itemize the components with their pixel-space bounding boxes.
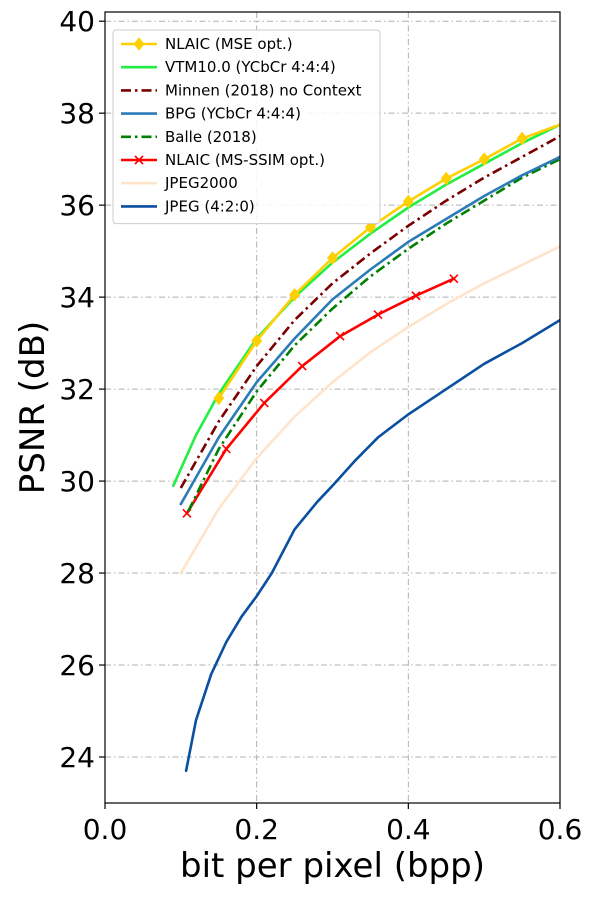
legend-label: Balle (2018) xyxy=(165,128,257,146)
legend-label: NLAIC (MS-SSIM opt.) xyxy=(165,151,325,169)
series-line xyxy=(187,158,560,512)
y-tick-label: 40 xyxy=(59,5,95,38)
series-minnen-2018-no-context xyxy=(179,135,560,489)
legend-label: Minnen (2018) no Context xyxy=(165,81,362,99)
y-tick-label: 24 xyxy=(59,741,95,774)
data-point-marker xyxy=(411,291,421,301)
legend-label: JPEG (4:2:0) xyxy=(164,197,255,215)
legend-item: BPG (YCbCr 4:4:4) xyxy=(121,105,301,123)
series-line xyxy=(217,123,560,400)
legend-item: Minnen (2018) no Context xyxy=(121,81,362,99)
legend-item: Balle (2018) xyxy=(121,128,257,146)
legend-item: NLAIC (MSE opt.) xyxy=(121,35,293,53)
data-point-marker xyxy=(289,288,301,302)
series-line xyxy=(179,135,560,489)
data-point-marker xyxy=(440,171,452,186)
y-tick-label: 28 xyxy=(59,557,95,590)
legend: NLAIC (MSE opt.) VTM10.0 (YCbCr 4:4:4) Min… xyxy=(112,29,381,225)
series-vtm10-0-ycbcr-4-4-4 xyxy=(172,123,560,488)
legend-item: NLAIC (MS-SSIM opt.) xyxy=(121,151,325,169)
legend-box xyxy=(112,29,381,225)
data-point-marker xyxy=(478,152,490,166)
data-point-marker xyxy=(133,37,145,51)
series-line xyxy=(172,123,560,488)
y-tick-label: 32 xyxy=(59,373,95,406)
x-axis-label: bit per pixel (bpp) xyxy=(180,846,485,886)
series-line xyxy=(179,245,560,575)
data-point-marker xyxy=(364,220,376,235)
legend-label: JPEG2000 xyxy=(164,174,238,192)
legend-label: BPG (YCbCr 4:4:4) xyxy=(165,105,301,123)
series-jpeg-4-2-0 xyxy=(184,318,560,773)
x-tick-label: 0.4 xyxy=(386,813,431,846)
series-line xyxy=(184,318,560,773)
x-tick-label: 0.2 xyxy=(234,813,279,846)
x-tick-label: 0.6 xyxy=(538,813,583,846)
data-point-marker xyxy=(221,444,231,454)
series-nlaic-mse-opt xyxy=(213,123,560,406)
data-point-marker xyxy=(327,251,338,265)
data-point-marker xyxy=(449,274,459,284)
data-point-marker xyxy=(259,398,269,408)
data-point-marker xyxy=(297,361,307,371)
data-point-marker xyxy=(335,331,345,341)
series-jpeg2000 xyxy=(179,245,560,575)
x-tick-label: 0.0 xyxy=(83,813,128,846)
series-nlaic-ms-ssim-opt xyxy=(182,274,459,518)
y-tick-label: 34 xyxy=(59,281,95,314)
axis-ticks: 0.0 0.2 0.4 0.6 24 26 28 30 32 34 36 38 40 xyxy=(59,5,582,846)
data-point-marker xyxy=(402,194,414,209)
plot-frame xyxy=(104,11,561,804)
legend-item: JPEG (4:2:0) xyxy=(121,197,255,215)
data-point-marker xyxy=(516,131,528,146)
legend-item: JPEG2000 xyxy=(121,174,238,192)
y-tick-label: 38 xyxy=(59,97,95,130)
legend-label: VTM10.0 (YCbCr 4:4:4) xyxy=(165,58,336,76)
series-lines xyxy=(172,123,560,773)
series-bpg-ycbcr-4-4-4 xyxy=(179,155,560,506)
series-balle-2018 xyxy=(187,158,560,512)
y-tick-label: 26 xyxy=(59,649,95,682)
series-line xyxy=(179,155,560,506)
y-axis-label: PSNR (dB) xyxy=(13,321,53,494)
series-line xyxy=(185,277,456,515)
legend-label: NLAIC (MSE opt.) xyxy=(165,35,293,53)
y-tick-label: 30 xyxy=(59,465,95,498)
legend-item: VTM10.0 (YCbCr 4:4:4) xyxy=(121,58,336,76)
y-tick-label: 36 xyxy=(59,189,95,222)
data-point-marker xyxy=(134,155,144,165)
data-point-marker xyxy=(373,310,383,320)
data-point-marker xyxy=(251,334,263,348)
data-point-marker xyxy=(213,391,225,406)
